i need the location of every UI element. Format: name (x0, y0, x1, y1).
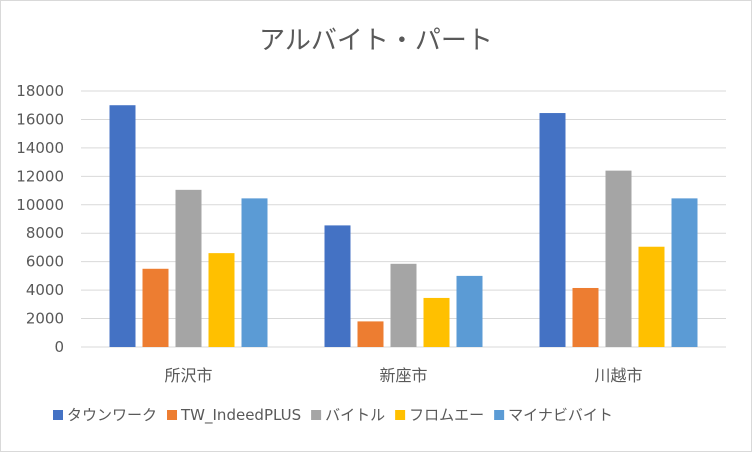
bar (142, 268, 169, 347)
legend-label: タウンワーク (67, 406, 157, 424)
legend: タウンワーク TW_IndeedPLUS バイトル フロムエー マイナビバイト (53, 406, 613, 425)
y-tick-label: 10000 (16, 196, 64, 214)
legend-swatch (494, 410, 505, 420)
y-tick-label: 6000 (26, 253, 64, 271)
bar (241, 198, 268, 347)
x-category-label: 新座市 (379, 366, 427, 385)
bars (109, 105, 698, 348)
bar (423, 297, 450, 347)
bar (357, 321, 384, 347)
bar (208, 253, 235, 347)
y-tick-label: 2000 (26, 310, 64, 328)
bar (324, 225, 351, 347)
legend-label: バイトル (325, 406, 385, 424)
bar (109, 105, 136, 347)
y-tick-label: 16000 (16, 110, 64, 128)
y-tick-label: 4000 (26, 281, 64, 299)
legend-label: マイナビバイト (508, 406, 613, 424)
legend-label: フロムエー (409, 406, 484, 424)
legend-swatch (53, 410, 63, 420)
x-axis-categories: 所沢市 新座市 川越市 (164, 366, 642, 385)
legend-swatch (311, 410, 322, 420)
bar (605, 170, 632, 347)
y-tick-label: 18000 (16, 82, 64, 100)
bar (638, 246, 665, 347)
legend-label: TW_IndeedPLUS (180, 406, 301, 425)
bar (390, 263, 417, 347)
bar (671, 198, 698, 347)
x-category-label: 川越市 (594, 366, 642, 385)
legend-swatch (395, 410, 406, 420)
y-tick-label: 14000 (16, 139, 64, 157)
y-tick-label: 0 (54, 338, 64, 356)
x-category-label: 所沢市 (164, 366, 212, 385)
chart-title: アルバイト・パート (259, 26, 493, 56)
bar (456, 275, 483, 347)
bar (539, 113, 566, 348)
legend-swatch (167, 410, 178, 420)
y-axis-ticks: 0 2000 4000 6000 8000 10000 12000 14000 16000 180… (16, 82, 64, 356)
bar (572, 287, 599, 347)
y-tick-label: 12000 (16, 167, 64, 185)
y-tick-label: 8000 (26, 224, 64, 242)
bar (175, 189, 202, 347)
